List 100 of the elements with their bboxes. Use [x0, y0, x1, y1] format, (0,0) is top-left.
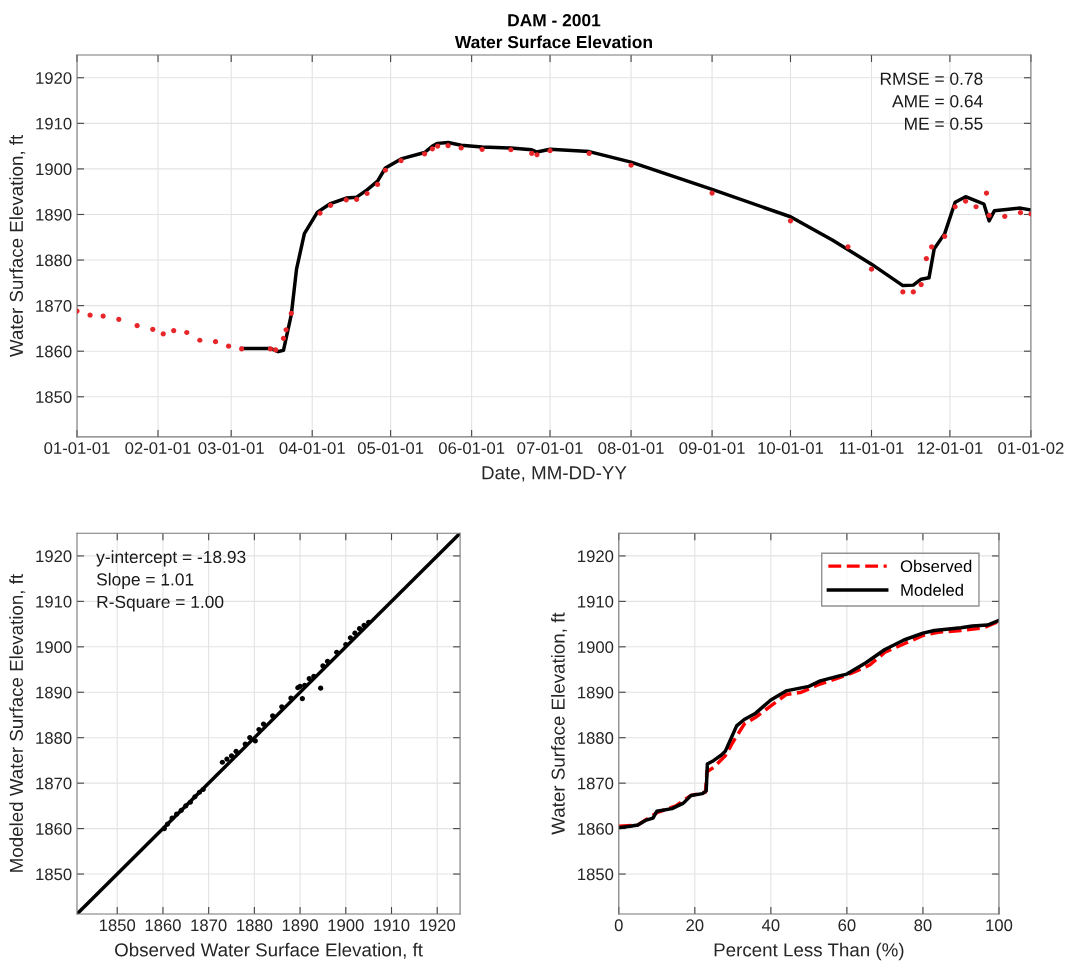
x-tick-label: 100 [986, 919, 1013, 932]
point [212, 339, 219, 345]
point [352, 630, 358, 636]
point [529, 150, 535, 157]
point [327, 202, 334, 208]
point [421, 151, 428, 157]
point [116, 316, 122, 322]
x-tick-label: 1870 [191, 919, 227, 932]
point [150, 326, 156, 332]
point [366, 619, 372, 625]
x-tick-label: 1900 [328, 919, 364, 932]
point [169, 815, 175, 821]
x-axis-title: Date, MM-DD-YY [482, 466, 627, 482]
x-axis-title: Percent Less Than (%) [714, 942, 904, 961]
y-tick-label: 1900 [578, 641, 614, 654]
y-tick-label: 1870 [578, 777, 614, 790]
chart-subtitle: Water Surface Elevation [454, 35, 652, 49]
point [228, 753, 235, 759]
point [302, 682, 308, 689]
point [283, 327, 289, 333]
point [256, 726, 262, 733]
point [164, 821, 171, 827]
point [398, 158, 404, 164]
point [361, 622, 367, 629]
point [962, 198, 969, 204]
point [280, 335, 287, 342]
point [973, 204, 979, 210]
y-tick-label: 1890 [36, 686, 72, 699]
y-tick-label: 1910 [36, 595, 72, 608]
y-tick-label: 1860 [36, 345, 72, 358]
point [334, 649, 340, 655]
y-tick-label: 1850 [36, 391, 72, 403]
point [382, 167, 388, 173]
y-tick-label: 1850 [578, 868, 614, 881]
y-axis-title: Water Surface Elevation, ft [551, 612, 568, 835]
annotation: Slope = 1.01 [96, 572, 194, 589]
annotation: RMSE = 0.78 [880, 72, 983, 85]
y-tick-label: 1920 [578, 550, 614, 563]
x-tick-label: 20 [686, 919, 704, 932]
point [586, 150, 592, 157]
x-tick-label: 01-01-02 [998, 442, 1064, 454]
x-tick-label: 12-01-01 [917, 442, 983, 454]
point [270, 713, 276, 719]
point [435, 143, 441, 149]
x-tick-label: 05-01-01 [357, 442, 424, 454]
x-tick-label: 1880 [237, 919, 273, 932]
y-tick-label: 1910 [578, 595, 614, 608]
point [100, 313, 106, 319]
y-tick-label: 1850 [36, 868, 72, 881]
point [160, 331, 166, 337]
y-tick-label: 1880 [578, 732, 614, 744]
point [247, 735, 253, 741]
legend-label: Modeled [901, 583, 963, 596]
point [178, 807, 184, 814]
point [547, 148, 553, 154]
point [184, 329, 190, 336]
point [900, 289, 906, 295]
point [343, 641, 349, 648]
point [200, 786, 206, 793]
point [267, 346, 273, 352]
x-tick-label: 04-01-01 [279, 442, 345, 454]
y-axis-title: Modeled Water Surface Elevation, ft [9, 574, 26, 872]
point [374, 181, 381, 187]
y-tick-label: 1870 [36, 300, 72, 312]
point [508, 147, 514, 153]
point [174, 811, 180, 817]
y-tick-label: 1880 [36, 732, 72, 744]
y-tick-label: 1890 [578, 686, 614, 699]
point [239, 346, 245, 352]
point [1002, 213, 1008, 219]
point [252, 738, 258, 744]
point [918, 282, 924, 288]
point [845, 244, 851, 250]
point [354, 196, 360, 203]
point [225, 343, 232, 349]
point [273, 347, 279, 353]
y-axis-title: Water Surface Elevation, ft [9, 134, 26, 357]
point [364, 190, 370, 197]
y-tick-label: 1890 [36, 208, 72, 221]
point [320, 663, 326, 669]
point [458, 145, 464, 151]
point [983, 190, 990, 196]
point [260, 721, 267, 727]
legend-label: Observed [900, 559, 972, 573]
y-tick-label: 1910 [36, 117, 72, 130]
y-tick-label: 1860 [36, 823, 72, 835]
x-tick-label: 0 [614, 919, 623, 932]
point [318, 685, 324, 691]
point [929, 244, 935, 250]
x-tick-label: 11-01-01 [840, 442, 904, 454]
point [952, 204, 958, 210]
point [288, 310, 294, 316]
point [343, 197, 349, 203]
point [197, 337, 203, 343]
x-tick-label: 10-01-01 [758, 442, 824, 454]
y-tick-label: 1900 [36, 163, 72, 176]
x-tick-label: 1920 [419, 919, 456, 932]
y-tick-label: 1920 [36, 72, 72, 84]
y-tick-label: 1860 [578, 823, 614, 835]
point [534, 152, 540, 158]
